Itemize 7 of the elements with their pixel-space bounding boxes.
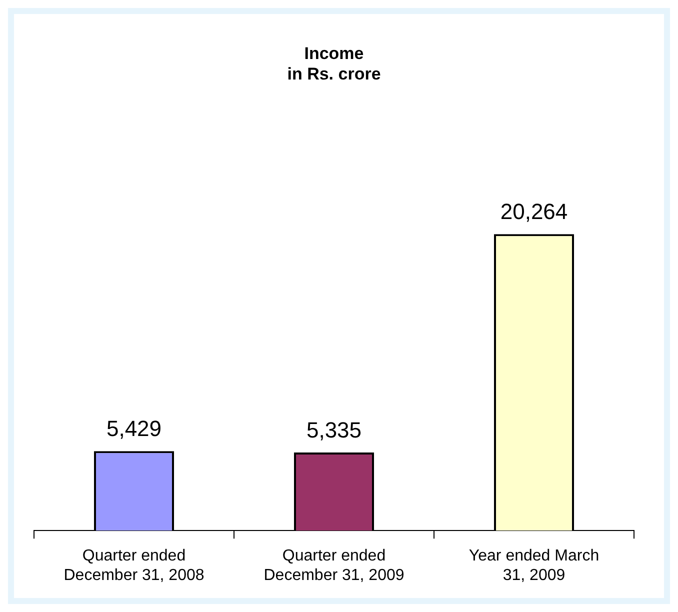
x-tick-label: Quarter ended December 31, 2009 (264, 548, 404, 584)
x-tick-label: Quarter ended December 31, 2008 (64, 548, 204, 584)
data-label: 5,429 (106, 416, 162, 442)
data-label: 20,264 (500, 199, 568, 224)
x-tick-label: Year ended March 31, 2009 (468, 548, 600, 584)
data-label: 5,335 (306, 418, 362, 443)
chart-title: Income in Rs. crore (287, 44, 381, 84)
